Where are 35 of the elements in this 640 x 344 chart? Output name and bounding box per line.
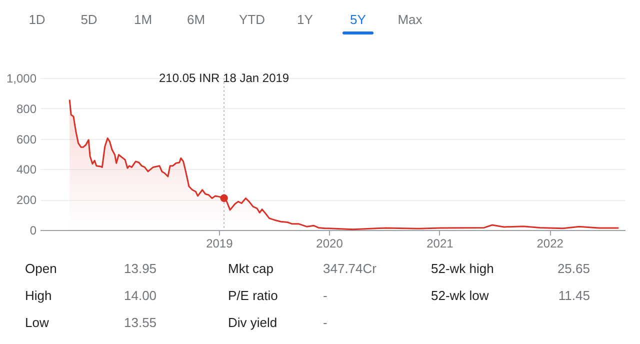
text: 5Y — [350, 12, 366, 27]
text: 14.00 — [124, 288, 157, 303]
text: 25.65 — [557, 261, 590, 276]
y-tick-label: 800 — [16, 102, 37, 116]
text: Max — [398, 12, 423, 27]
x-tick-label: 2019 — [206, 236, 234, 250]
text: 52-wk low — [431, 288, 490, 303]
y-tick-label: 400 — [16, 162, 37, 177]
y-tick-label: 1,000 — [6, 72, 37, 86]
text: Mkt cap — [228, 261, 274, 276]
text: - — [323, 315, 328, 330]
text: 347.74Cr — [323, 261, 378, 276]
x-tick-label: 2020 — [316, 236, 344, 250]
text: Low — [25, 315, 50, 330]
text: 11.45 — [558, 288, 590, 303]
text: 13.55 — [124, 315, 157, 330]
text: Open — [25, 261, 57, 276]
y-tick-label: 600 — [16, 132, 37, 146]
text: P/E ratio — [228, 288, 278, 303]
x-tick-label: 2022 — [536, 236, 564, 250]
text: 6M — [186, 12, 206, 27]
text: 1Y — [297, 12, 314, 27]
text: 13.95 — [124, 261, 157, 276]
text: YTD — [239, 12, 265, 27]
y-tick-label: 200 — [16, 193, 37, 208]
text: 1M — [134, 12, 152, 27]
text: 5D — [80, 12, 98, 27]
annotation: 210.05 INR 18 Jan 2019 — [158, 71, 290, 85]
text: 52-wk high — [431, 261, 494, 276]
x-tick-label: 2021 — [426, 236, 454, 250]
text: 1D — [28, 12, 46, 27]
text: High — [25, 288, 52, 303]
text: Div yield — [228, 315, 278, 330]
text: - — [323, 288, 328, 303]
y-tick-label: 0 — [30, 224, 37, 238]
